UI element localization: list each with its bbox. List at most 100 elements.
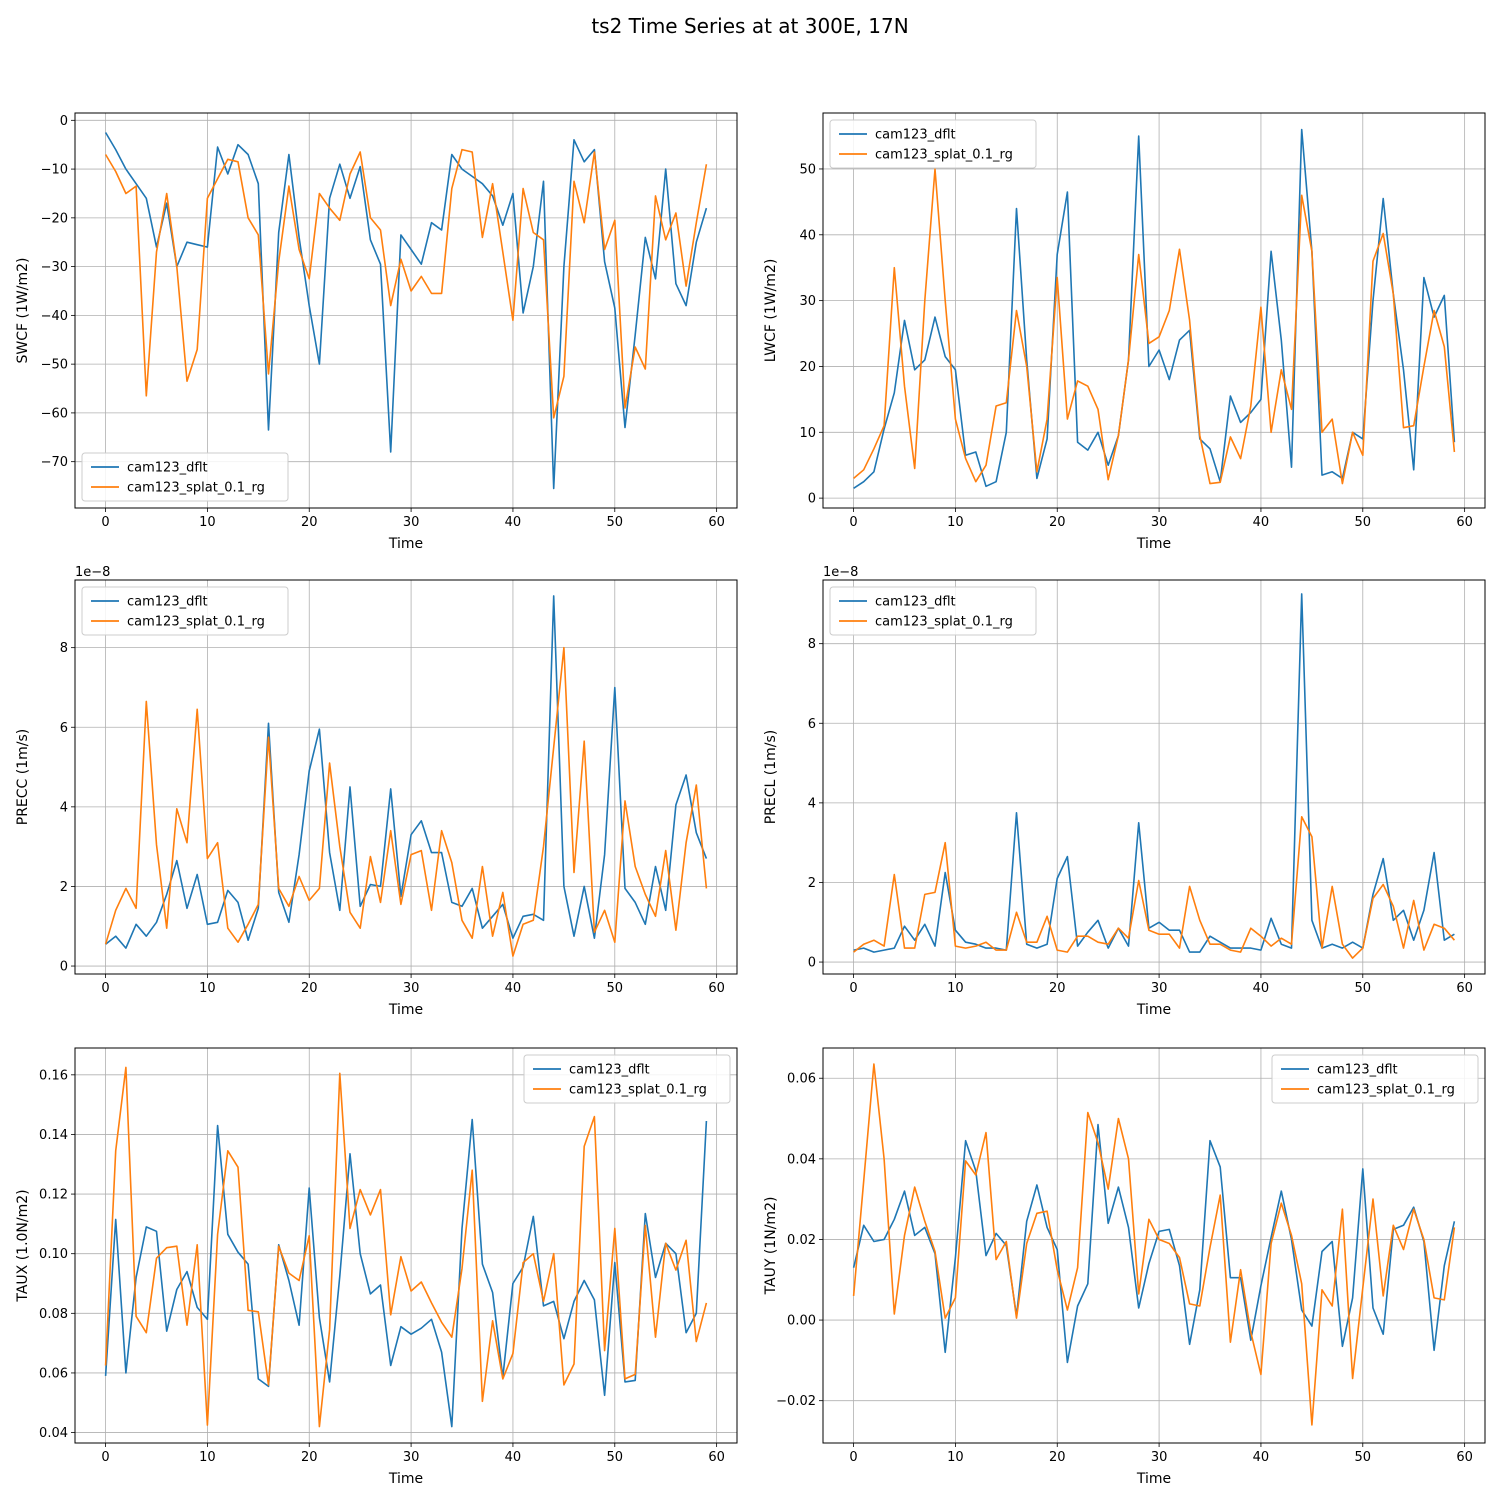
- x-axis-label: Time: [1136, 1002, 1171, 1018]
- axes-frame: [822, 1047, 1486, 1444]
- legend-box: [829, 119, 1037, 169]
- x-tick-label: 10: [947, 981, 964, 996]
- legend: cam123_dflt cam123_splat_0.1_rg: [1271, 1054, 1479, 1104]
- series-line-0: [853, 128, 1456, 489]
- y-tick-label: 4: [60, 800, 68, 815]
- x-tick-label: 40: [505, 981, 522, 996]
- y-axis-label: TAUX (1.0N/m2): [15, 1189, 31, 1302]
- y-tick-label: 0.12: [39, 1188, 68, 1203]
- legend: cam123_dflt cam123_splat_0.1_rg: [829, 119, 1037, 169]
- legend-box: [523, 1054, 731, 1104]
- x-tick-label: 30: [403, 981, 420, 996]
- y-tick-label: 0.06: [787, 1072, 816, 1087]
- series-line-0: [104, 1118, 708, 1428]
- x-tick-label: 30: [1151, 981, 1168, 996]
- axes-frame: [74, 579, 738, 975]
- x-tick-label: 40: [1253, 981, 1270, 996]
- legend-label-1: cam123_splat_0.1_rg: [127, 615, 265, 630]
- y-tick-label: 0: [60, 960, 68, 975]
- axes-frame: [74, 112, 738, 509]
- y-tick-label: 0: [808, 492, 816, 507]
- x-tick-label: 60: [1456, 981, 1473, 996]
- x-tick-label: 40: [1253, 1450, 1270, 1465]
- x-axis-label: Time: [388, 536, 423, 552]
- y-axis-label: PRECL (1m/s): [763, 730, 779, 825]
- x-tick-label: 20: [1049, 515, 1066, 530]
- legend-box: [829, 586, 1037, 636]
- y-tick-label: 40: [799, 228, 816, 243]
- x-tick-label: 50: [607, 1450, 624, 1465]
- y-tick-label: −30: [41, 260, 68, 275]
- x-tick-label: 10: [199, 1450, 216, 1465]
- legend: cam123_dflt cam123_splat_0.1_rg: [81, 452, 289, 502]
- x-axis-label: Time: [1136, 1471, 1171, 1487]
- legend-box: [81, 452, 289, 502]
- subplot-precc: 0 10 20 30 40 50 60 0 2 4 6 8 Time PRECC (1m/s) 1e−8 ca…: [15, 565, 738, 1018]
- x-tick-label: 50: [607, 981, 624, 996]
- x-tick-label: 20: [301, 1450, 318, 1465]
- x-tick-label: 20: [1049, 1450, 1066, 1465]
- x-tick-label: 10: [947, 515, 964, 530]
- x-tick-label: 40: [505, 515, 522, 530]
- series-line-1: [104, 148, 708, 419]
- series-line-1: [104, 1066, 708, 1428]
- y-tick-label: 0.08: [39, 1307, 68, 1322]
- series-line-0: [105, 595, 708, 949]
- x-tick-label: 50: [1355, 515, 1372, 530]
- y-tick-label: −20: [41, 211, 68, 226]
- y-tick-label: 2: [808, 876, 816, 891]
- series-line-0: [104, 132, 708, 490]
- y-axis-label: PRECC (1m/s): [15, 729, 31, 826]
- y-tick-label: −10: [41, 163, 68, 178]
- x-tick-label: 0: [101, 981, 109, 996]
- y-tick-label: 0: [808, 956, 816, 971]
- legend-box: [1271, 1054, 1479, 1104]
- x-tick-label: 60: [708, 981, 725, 996]
- y-tick-label: 50: [799, 162, 816, 177]
- legend-label-0: cam123_dflt: [1317, 1063, 1398, 1078]
- x-tick-label: 30: [403, 515, 420, 530]
- x-tick-label: 50: [1355, 981, 1372, 996]
- subplot-precl: 0 10 20 30 40 50 60 0 2 4 6 8 Time PRECL (1m/s) 1e−8 ca…: [763, 565, 1486, 1018]
- x-axis-label: Time: [388, 1002, 423, 1018]
- x-tick-label: 50: [607, 515, 624, 530]
- y-tick-label: 0.16: [39, 1068, 68, 1083]
- legend-label-0: cam123_dflt: [569, 1063, 650, 1078]
- legend-label-0: cam123_dflt: [127, 461, 208, 476]
- legend: cam123_dflt cam123_splat_0.1_rg: [81, 586, 289, 636]
- y-tick-label: 0: [60, 114, 68, 129]
- axes-frame: [822, 579, 1486, 975]
- y-tick-label: 0.10: [39, 1247, 68, 1262]
- series-line-0: [852, 1123, 1456, 1364]
- x-tick-label: 0: [849, 515, 857, 530]
- x-tick-label: 30: [1151, 1450, 1168, 1465]
- y-tick-label: −40: [41, 309, 68, 324]
- x-tick-label: 60: [708, 1450, 725, 1465]
- legend-label-1: cam123_splat_0.1_rg: [875, 615, 1013, 630]
- y-axis-label: LWCF (1W/m2): [763, 259, 779, 363]
- y-tick-label: 8: [60, 641, 68, 656]
- x-axis-label: Time: [388, 1471, 423, 1487]
- axis-offset-label: 1e−8: [823, 565, 858, 580]
- series-line-1: [853, 815, 1456, 959]
- x-tick-label: 0: [849, 981, 857, 996]
- x-tick-label: 60: [1456, 515, 1473, 530]
- x-tick-label: 20: [301, 981, 318, 996]
- subplot-tauy: 0 10 20 30 40 50 60 −0.02 0.00 0.02 0.04 0.06 Time TA…: [763, 1047, 1486, 1487]
- y-axis-label: SWCF (1W/m2): [15, 258, 31, 364]
- x-tick-label: 10: [199, 981, 216, 996]
- y-tick-label: 6: [60, 721, 68, 736]
- legend-label-1: cam123_splat_0.1_rg: [569, 1083, 707, 1098]
- y-tick-label: 0.04: [39, 1426, 68, 1441]
- subplot-swcf: 0 10 20 30 40 50 60 −70 −60 −50 −40 −30 −20 −10 0 Time S…: [15, 112, 738, 552]
- legend-label-1: cam123_splat_0.1_rg: [1317, 1083, 1455, 1098]
- x-tick-label: 30: [403, 1450, 420, 1465]
- y-tick-label: 6: [808, 717, 816, 732]
- series-line-1: [104, 646, 708, 957]
- x-tick-label: 20: [301, 515, 318, 530]
- legend: cam123_dflt cam123_splat_0.1_rg: [829, 586, 1037, 636]
- legend-label-1: cam123_splat_0.1_rg: [127, 481, 265, 496]
- legend-label-1: cam123_splat_0.1_rg: [875, 148, 1013, 163]
- axes-frame: [822, 112, 1486, 509]
- subplot-lwcf: 0 10 20 30 40 50 60 0 10 20 30 40 50 Time LWCF (1W/m2)…: [763, 112, 1486, 552]
